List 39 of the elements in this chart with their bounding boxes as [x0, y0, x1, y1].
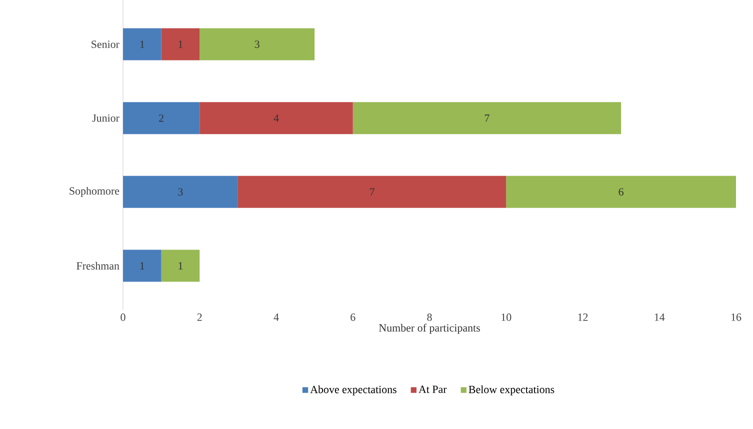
- y-tick-label: Junior: [92, 114, 120, 122]
- x-tick-label: 4: [274, 314, 279, 321]
- y-tick-label: Senior: [92, 40, 120, 48]
- x-tick-label: 14: [654, 314, 665, 321]
- legend-label: Above expectations: [310, 385, 396, 396]
- bar: [123, 28, 162, 60]
- data-label: 7: [370, 188, 374, 196]
- bar: [123, 176, 238, 208]
- bar: [200, 102, 353, 134]
- bar: [200, 28, 315, 60]
- bar: [161, 28, 200, 60]
- data-label: 3: [254, 40, 260, 48]
- x-tick-label: 8: [427, 314, 432, 321]
- data-label: 3: [178, 188, 183, 196]
- x-tick-label: 16: [731, 314, 742, 321]
- data-label: 6: [618, 188, 624, 196]
- bar: [123, 102, 200, 134]
- bar: [123, 250, 162, 282]
- y-tick-label: Sophomore: [70, 186, 120, 197]
- data-label: 7: [484, 114, 490, 122]
- data-label: 1: [178, 40, 183, 48]
- bar: [352, 102, 622, 134]
- x-axis-title: Number of participants: [378, 324, 480, 334]
- x-tick-label: 0: [120, 314, 126, 321]
- legend-label: At Par: [418, 386, 447, 394]
- y-tick-label: Freshman: [76, 262, 120, 270]
- data-label: 4: [274, 114, 279, 122]
- data-label: 1: [140, 262, 144, 270]
- data-label: 1: [178, 262, 183, 270]
- data-label: 2: [159, 114, 164, 122]
- x-tick-label: 12: [578, 314, 588, 321]
- x-tick-label: 6: [350, 314, 356, 321]
- bar: [161, 250, 200, 282]
- bar: [238, 176, 506, 208]
- bar: [506, 176, 736, 208]
- data-label: 1: [140, 40, 144, 48]
- x-tick-label: 2: [197, 314, 202, 321]
- legend-label: Below expectations: [468, 385, 554, 396]
- x-tick-label: 10: [502, 314, 512, 321]
